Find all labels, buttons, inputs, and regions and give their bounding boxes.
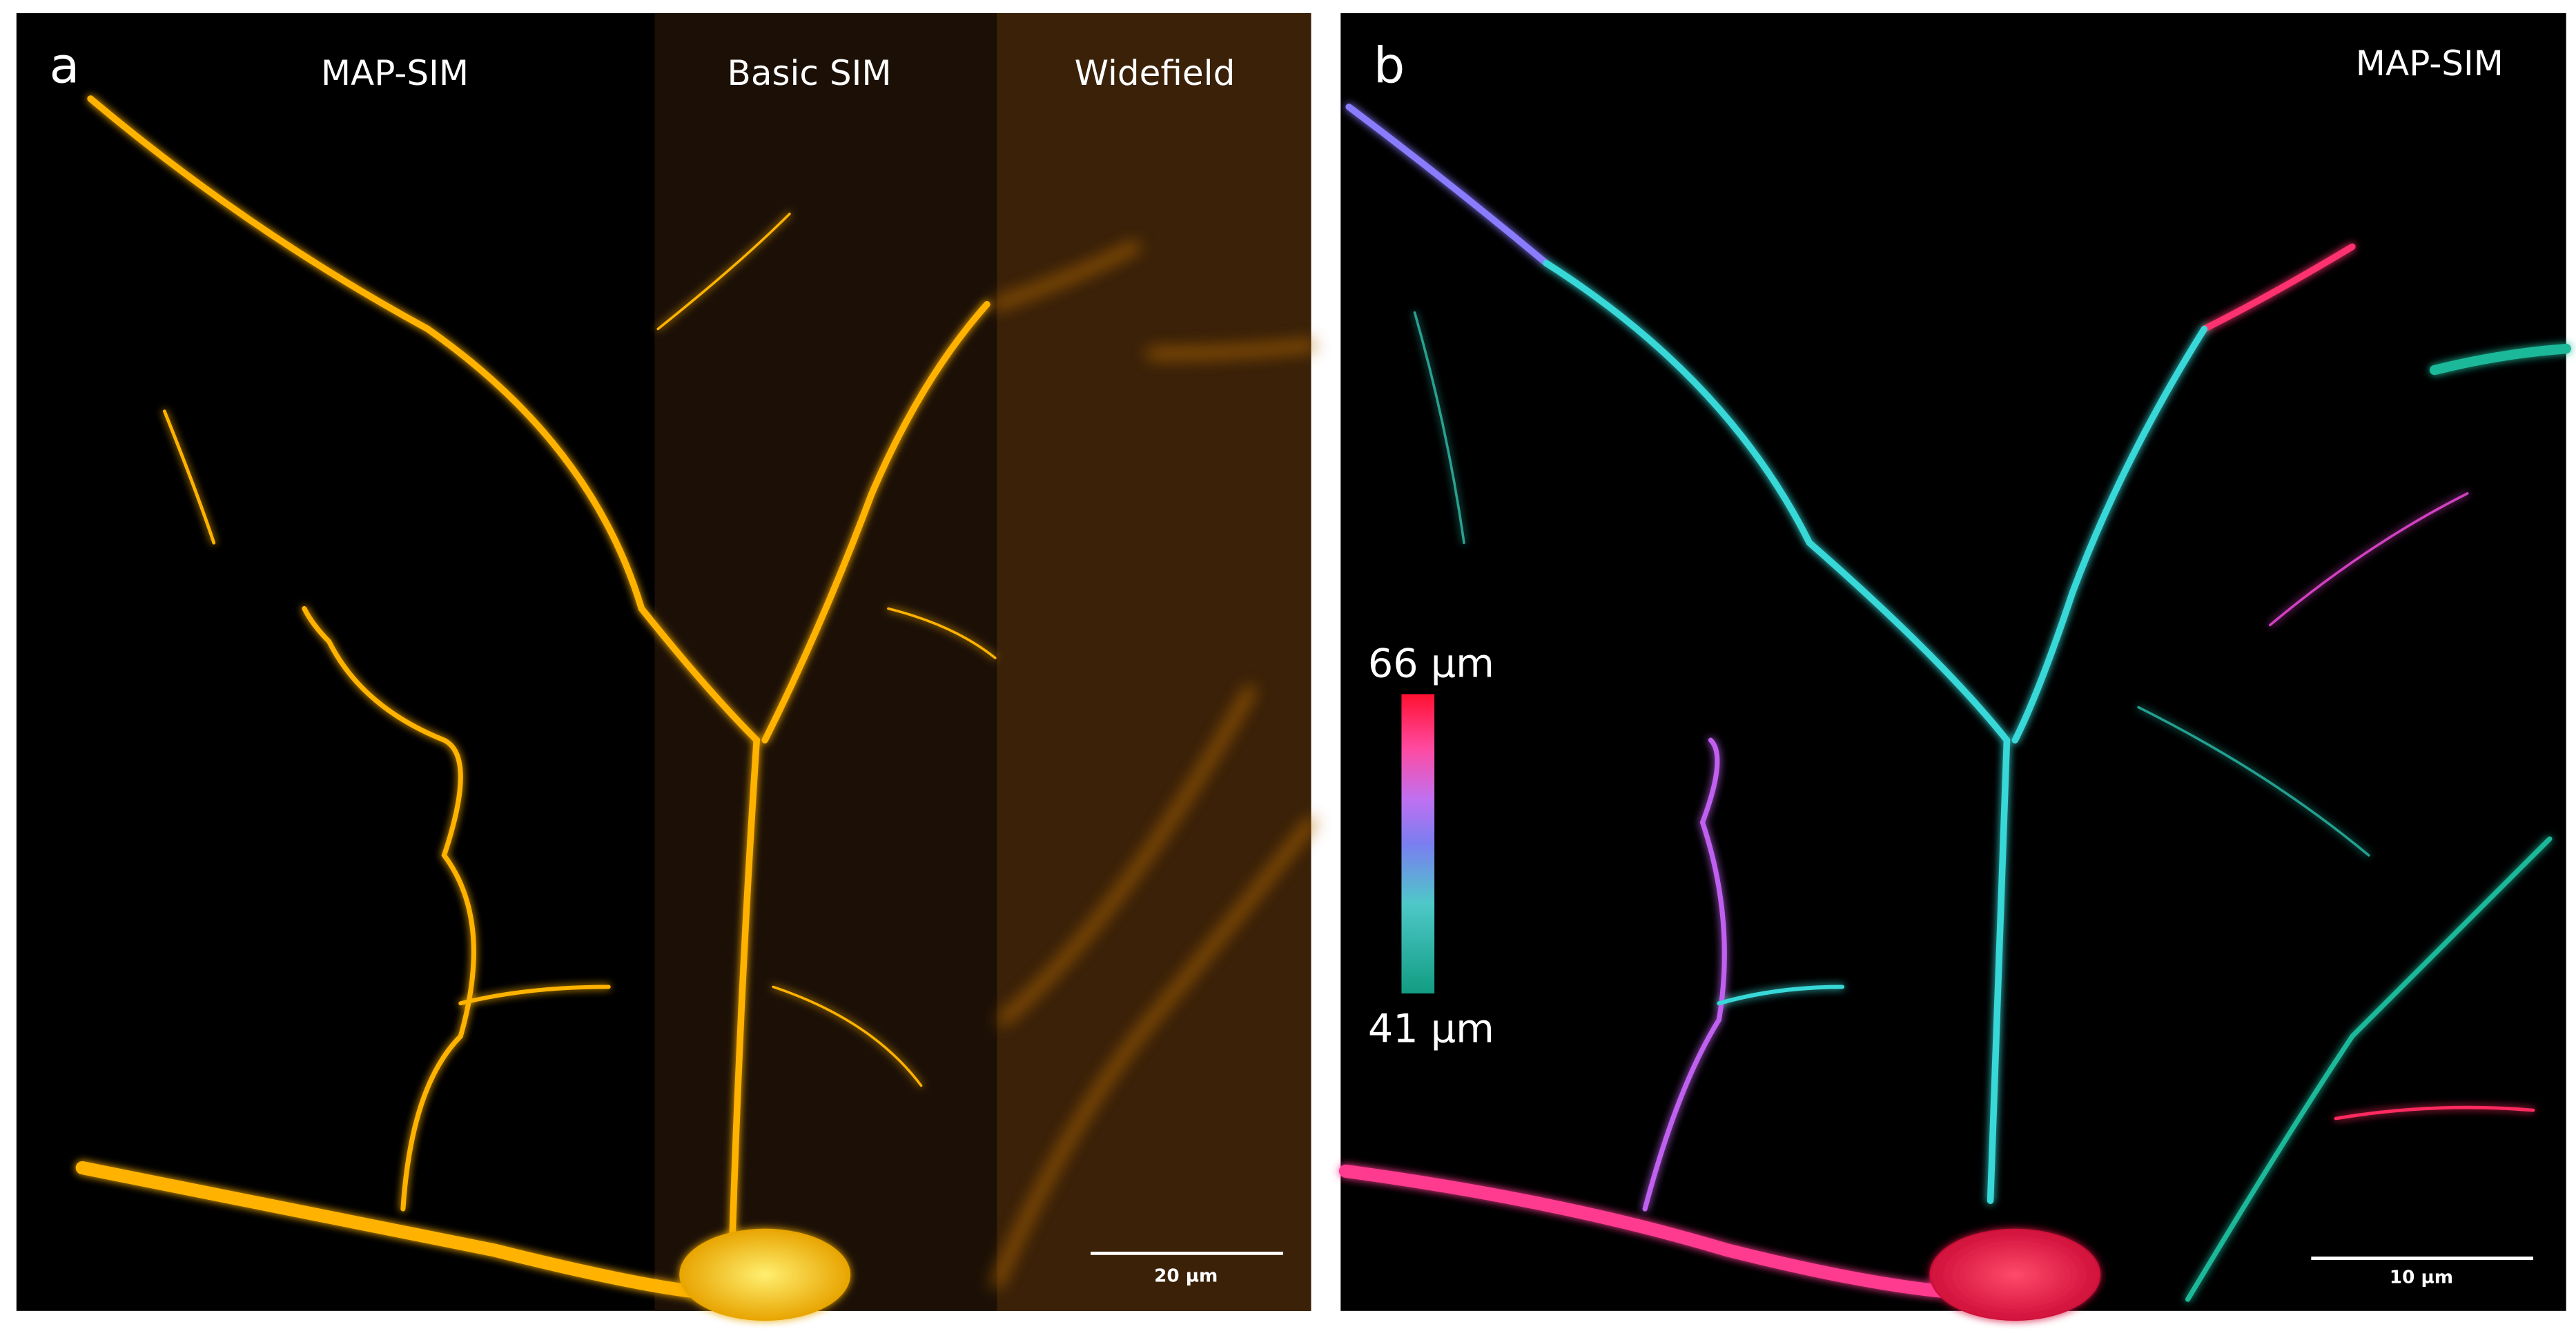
- colorbar: [1401, 694, 1435, 993]
- widefield-region: [997, 13, 1311, 1311]
- region-label: MAP-SIM: [2356, 43, 2504, 84]
- scale-bar-label: 20 µm: [1154, 1265, 1218, 1286]
- neuron-a: [75, 95, 1316, 1321]
- basic-sim-region: [654, 13, 997, 1311]
- neuron-b: [1338, 104, 2571, 1321]
- colorbar-label: 41 µm: [1368, 1006, 1494, 1051]
- region-label: Basic SIM: [728, 53, 892, 93]
- panel-letter: a: [49, 37, 79, 95]
- colorbar-label: 66 µm: [1368, 641, 1494, 687]
- panel-b: b MAP-SIM 66 µm 41 µm 10 µm: [1338, 13, 2571, 1321]
- panel-background: [1340, 13, 2566, 1311]
- scale-bar-label: 10 µm: [2390, 1268, 2453, 1288]
- panel-letter: b: [1374, 37, 1405, 95]
- region-label: Widefield: [1075, 53, 1236, 93]
- region-label: MAP-SIM: [321, 53, 469, 93]
- panel-a: a MAP-SIM Basic SIM Widefield 20 µm: [16, 13, 1316, 1321]
